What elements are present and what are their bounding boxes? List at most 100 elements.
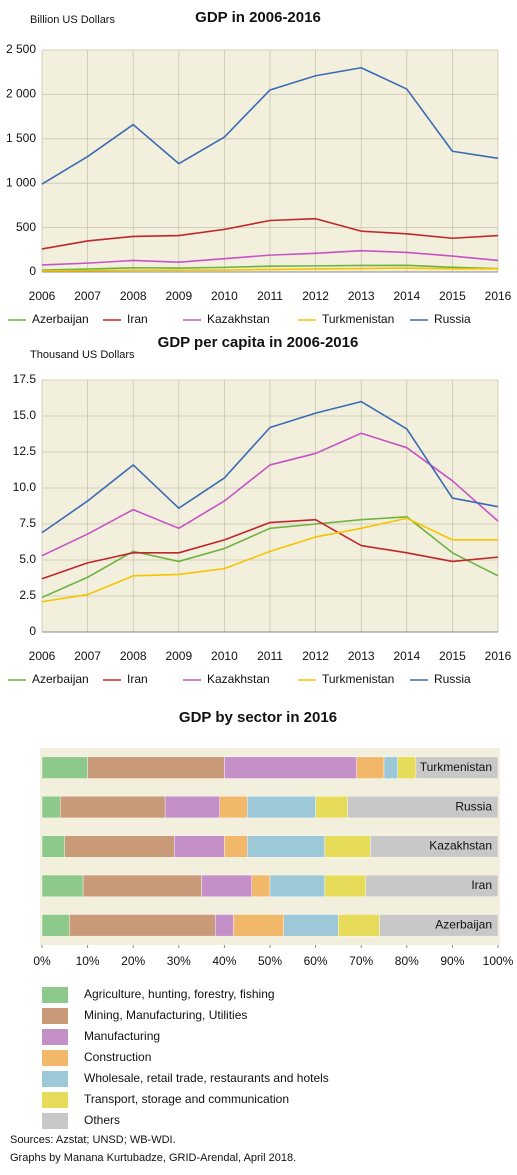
x-tick-label: 2009 bbox=[165, 289, 192, 303]
chart-title: GDP by sector in 2016 bbox=[179, 709, 337, 726]
series-line bbox=[41, 264, 499, 272]
series-line bbox=[41, 400, 499, 534]
bar-segment bbox=[201, 874, 252, 897]
y-tick-label: 10.0 bbox=[13, 480, 37, 494]
y-axis-label: Thousand US Dollars bbox=[30, 349, 135, 361]
bar-segment bbox=[365, 874, 499, 897]
y-tick-label: 12.5 bbox=[13, 444, 37, 458]
bar-segment bbox=[233, 914, 284, 937]
bar-segment bbox=[383, 756, 398, 779]
legend-label: Azerbaijan bbox=[32, 312, 89, 326]
series-line bbox=[41, 432, 499, 557]
x-tick-label: 2008 bbox=[120, 289, 147, 303]
chart-title: GDP per capita in 2006-2016 bbox=[158, 334, 359, 351]
x-tick-label: 50% bbox=[258, 954, 282, 968]
x-tick-label: 2016 bbox=[485, 289, 512, 303]
bar-segment bbox=[41, 914, 70, 937]
x-tick-label: 70% bbox=[349, 954, 373, 968]
legend-swatch bbox=[42, 1008, 68, 1024]
legend-label: Wholesale, retail trade, restaurants and… bbox=[84, 1071, 329, 1085]
x-tick-label: 2007 bbox=[74, 649, 101, 663]
x-tick-label: 2010 bbox=[211, 289, 238, 303]
x-tick-label: 2011 bbox=[257, 289, 283, 303]
sources: Sources: Azstat; UNSD; WB-WDI. bbox=[10, 1134, 176, 1146]
y-tick-label: 1 000 bbox=[6, 175, 36, 189]
bar-segment bbox=[338, 914, 380, 937]
legend-label: Transport, storage and communication bbox=[84, 1092, 289, 1106]
series-line bbox=[41, 515, 499, 599]
y-tick-label: 0 bbox=[29, 264, 36, 278]
legend-swatch bbox=[42, 1113, 68, 1129]
legend-label: Russia bbox=[434, 672, 471, 686]
x-tick-label: 40% bbox=[212, 954, 236, 968]
series-line bbox=[41, 518, 499, 580]
x-tick-label: 2012 bbox=[302, 649, 329, 663]
y-tick-label: 2 000 bbox=[6, 87, 36, 101]
series-line bbox=[41, 267, 498, 272]
legend-label: Construction bbox=[84, 1050, 151, 1064]
category-label: Kazakhstan bbox=[429, 839, 492, 853]
legend-label: Kazakhstan bbox=[207, 672, 270, 686]
bar-segment bbox=[224, 835, 248, 858]
bar-segment bbox=[251, 874, 271, 897]
bar-segment bbox=[415, 756, 499, 779]
bar-segment bbox=[246, 796, 316, 819]
legend-swatch bbox=[42, 1029, 68, 1045]
series-line bbox=[41, 66, 499, 185]
bar-segment bbox=[379, 914, 499, 937]
y-tick-label: 7.5 bbox=[19, 516, 36, 530]
legend-label: Agriculture, hunting, forestry, fishing bbox=[84, 987, 275, 1001]
x-tick-label: 2014 bbox=[393, 289, 420, 303]
bar-segment bbox=[87, 756, 225, 779]
bar-segment bbox=[64, 835, 175, 858]
bar-segment bbox=[269, 874, 325, 897]
bar-segment bbox=[370, 835, 499, 858]
category-label: Iran bbox=[471, 878, 492, 892]
y-axis-label: Billion US Dollars bbox=[30, 14, 115, 26]
x-tick-label: 30% bbox=[167, 954, 191, 968]
y-tick-label: 2 500 bbox=[6, 42, 36, 56]
legend-label: Manufacturing bbox=[84, 1029, 160, 1043]
bar-segment bbox=[41, 835, 65, 858]
bar-segment bbox=[41, 796, 61, 819]
bar-segment bbox=[164, 796, 221, 819]
legend-swatch bbox=[42, 987, 68, 1003]
x-tick-label: 2008 bbox=[120, 649, 147, 663]
y-tick-label: 5.0 bbox=[19, 552, 36, 566]
x-tick-label: 2009 bbox=[165, 649, 192, 663]
bar-segment bbox=[324, 874, 366, 897]
x-tick-label: 2011 bbox=[257, 649, 283, 663]
legend-label: Turkmenistan bbox=[322, 312, 394, 326]
legend-label: Kazakhstan bbox=[207, 312, 270, 326]
x-tick-label: 2015 bbox=[439, 649, 466, 663]
legend-swatch bbox=[42, 1071, 68, 1087]
bar-segment bbox=[315, 796, 348, 819]
category-label: Azerbaijan bbox=[435, 917, 492, 931]
x-tick-label: 2013 bbox=[348, 649, 375, 663]
x-tick-label: 2014 bbox=[393, 649, 420, 663]
legend-label: Iran bbox=[127, 312, 148, 326]
bar-segment bbox=[283, 914, 339, 937]
legend-label: Russia bbox=[434, 312, 471, 326]
legend-swatch bbox=[42, 1092, 68, 1108]
bar-segment bbox=[324, 835, 371, 858]
bar-segment bbox=[41, 874, 84, 897]
x-tick-label: 100% bbox=[483, 954, 514, 968]
legend-label: Others bbox=[84, 1113, 120, 1127]
x-tick-label: 2006 bbox=[29, 289, 56, 303]
legend-label: Iran bbox=[127, 672, 148, 686]
y-tick-label: 15.0 bbox=[13, 408, 37, 422]
bar-segment bbox=[41, 756, 88, 779]
bar-segment bbox=[60, 796, 166, 819]
series-line bbox=[41, 217, 499, 250]
x-tick-label: 2015 bbox=[439, 289, 466, 303]
y-tick-label: 2.5 bbox=[19, 588, 36, 602]
bar-segment bbox=[69, 914, 216, 937]
category-label: Turkmenistan bbox=[420, 760, 492, 774]
chart-title: GDP in 2006-2016 bbox=[195, 9, 321, 26]
legend-swatch bbox=[42, 1050, 68, 1066]
legend-label: Turkmenistan bbox=[322, 672, 394, 686]
y-tick-label: 500 bbox=[16, 220, 36, 234]
y-tick-label: 17.5 bbox=[13, 372, 37, 386]
